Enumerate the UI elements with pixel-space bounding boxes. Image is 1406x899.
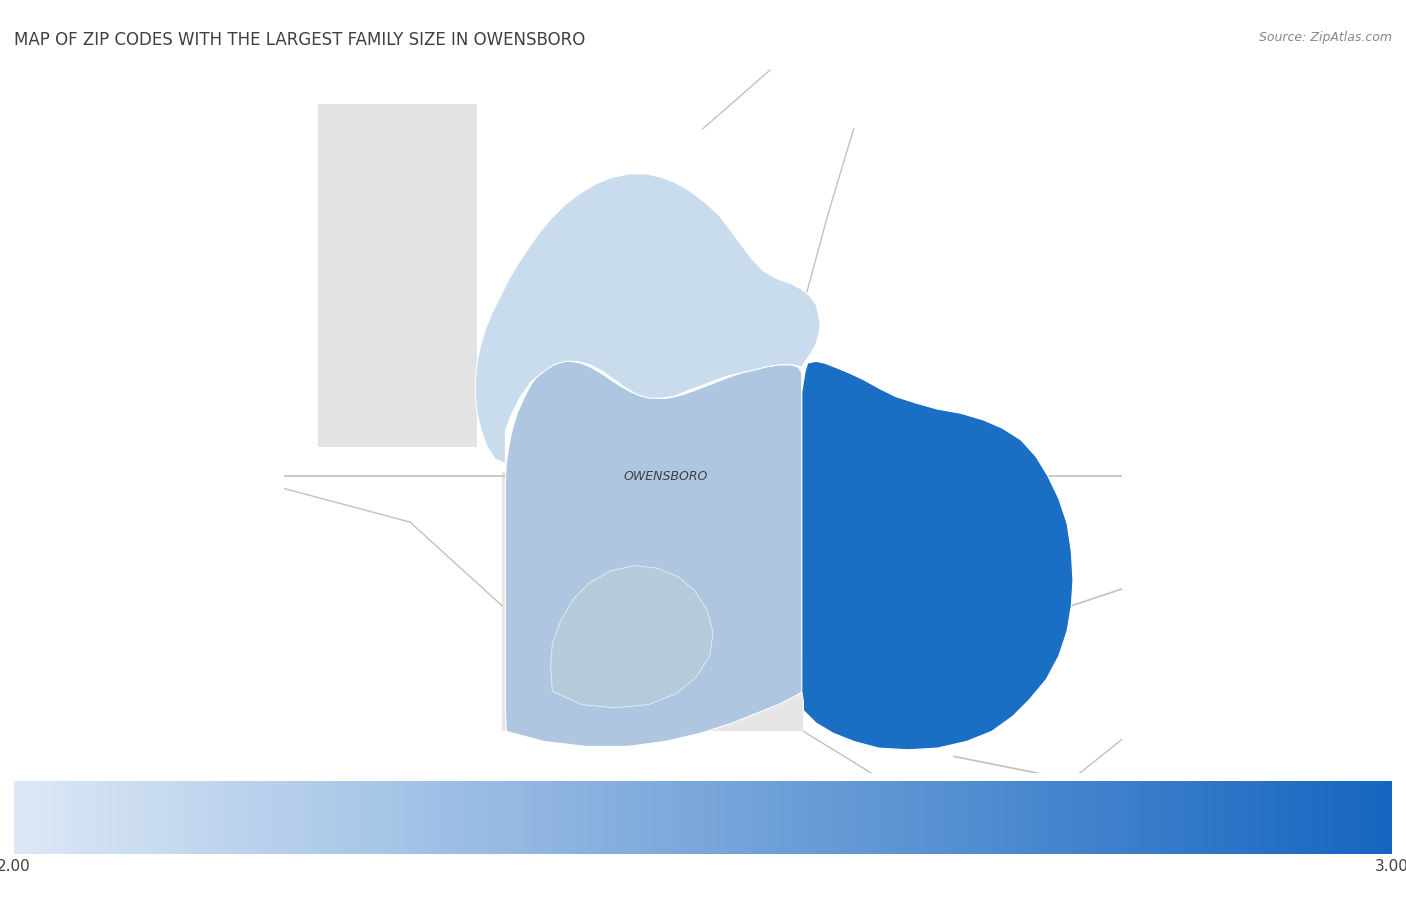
Polygon shape: [801, 361, 1073, 750]
Polygon shape: [318, 103, 477, 447]
Polygon shape: [475, 174, 820, 464]
Text: Source: ZipAtlas.com: Source: ZipAtlas.com: [1258, 31, 1392, 44]
Text: MAP OF ZIP CODES WITH THE LARGEST FAMILY SIZE IN OWENSBORO: MAP OF ZIP CODES WITH THE LARGEST FAMILY…: [14, 31, 585, 49]
Polygon shape: [505, 361, 803, 746]
Text: OWENSBORO: OWENSBORO: [623, 469, 707, 483]
Polygon shape: [502, 472, 803, 732]
Polygon shape: [551, 565, 713, 708]
